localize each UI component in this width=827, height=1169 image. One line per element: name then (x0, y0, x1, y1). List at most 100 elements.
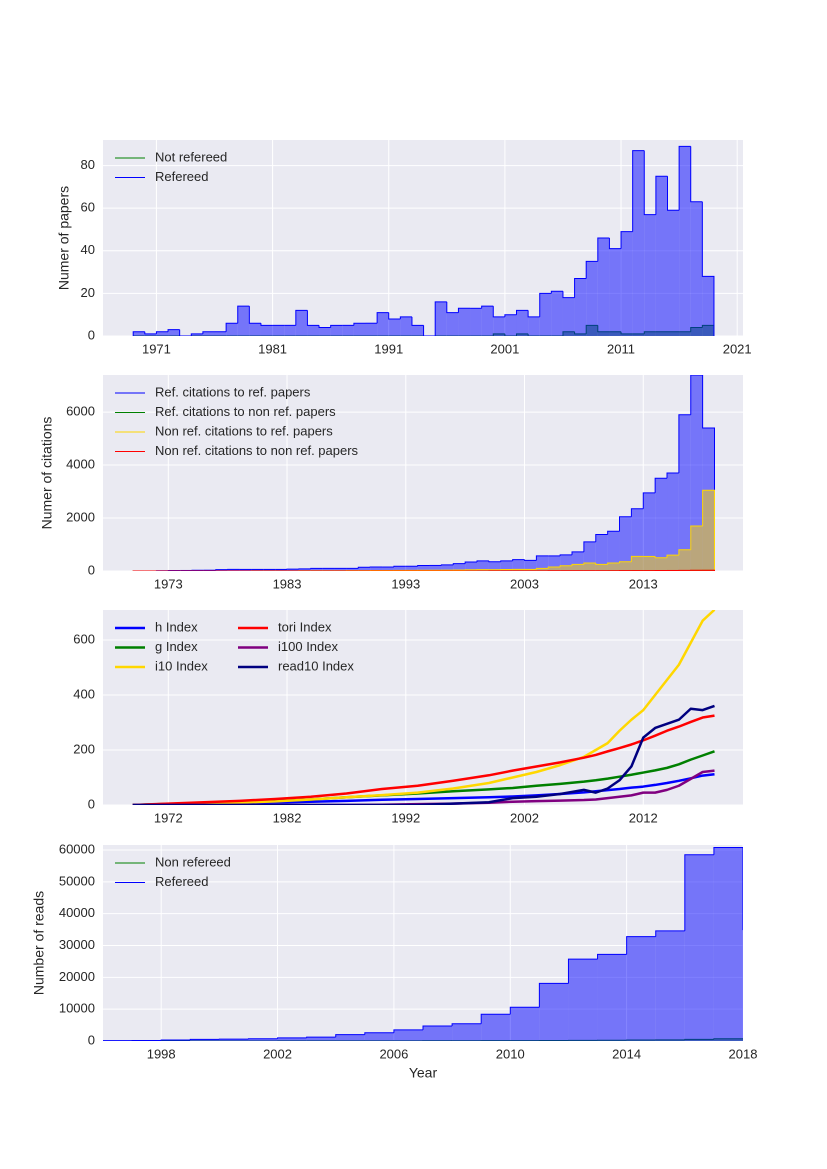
step-edge (452, 563, 466, 565)
bar (453, 563, 466, 571)
line (132, 714, 715, 805)
y-tick-label: 60 (81, 200, 95, 215)
y-tick-label: 60000 (59, 841, 95, 856)
bar (393, 566, 406, 571)
step-edge (559, 554, 573, 556)
bar (574, 278, 587, 336)
step-edge (630, 508, 644, 517)
bar (713, 847, 743, 1041)
bar (227, 569, 240, 571)
y-tick-label: 0 (88, 327, 95, 342)
bar (619, 561, 632, 571)
bar (595, 534, 608, 571)
step-edge (306, 1036, 336, 1038)
bar (690, 525, 703, 571)
step-edge (666, 472, 679, 479)
bar (358, 567, 371, 571)
step-edge (476, 560, 489, 562)
bar (453, 569, 466, 571)
bar (548, 567, 561, 571)
plot-area (103, 846, 772, 1041)
step-edge (585, 260, 598, 279)
y-tick-label: 2000 (66, 509, 95, 524)
bar (667, 473, 679, 571)
step-edge (179, 329, 192, 336)
step-edge (607, 562, 620, 565)
y-tick-label: 50000 (59, 873, 95, 888)
bar (411, 325, 424, 336)
bar (536, 555, 549, 571)
bar (275, 569, 288, 571)
legend-label: i100 Index (278, 639, 338, 654)
bar (249, 323, 261, 336)
bar (690, 201, 703, 336)
bar (346, 568, 359, 571)
bar (377, 312, 389, 336)
bar (287, 569, 299, 571)
x-tick-label: 2014 (612, 1046, 641, 1061)
step-edge (567, 958, 598, 984)
bar (690, 375, 703, 571)
y-tick-label: 400 (73, 686, 95, 701)
step-edge (423, 325, 436, 336)
step-edge (393, 1029, 423, 1033)
bar (388, 318, 401, 336)
bar (702, 490, 715, 571)
bar (277, 1037, 307, 1041)
x-tick-label: 2002 (263, 1046, 292, 1061)
bar (609, 248, 622, 336)
x-tick-label: 2018 (729, 1046, 758, 1061)
step-edge (399, 316, 412, 319)
step-edge (667, 176, 680, 211)
step-edge (690, 146, 703, 203)
bar (504, 314, 517, 336)
step-edge (574, 277, 587, 298)
legend-label: Refereed (155, 874, 208, 889)
x-tick-label: 1993 (391, 576, 420, 591)
step-edge (571, 551, 584, 555)
bar (539, 293, 552, 336)
bar (597, 238, 610, 336)
bar (684, 854, 714, 1041)
bar (417, 565, 430, 571)
bar (284, 325, 296, 336)
bar (493, 316, 505, 336)
y-tick-label: 200 (73, 741, 95, 756)
step-edge (488, 560, 501, 563)
step-edge (202, 331, 215, 334)
step-edge (500, 560, 513, 562)
legend-label: g Index (155, 639, 198, 654)
subplot: 1998 2002 2006 2010 2014 2018 0 10000 20000 30000… (31, 841, 772, 1080)
step-edge (743, 1039, 772, 1041)
step-edge (189, 1038, 220, 1041)
bar (607, 563, 620, 571)
bar (632, 150, 645, 336)
bar (702, 276, 714, 336)
bar (536, 568, 549, 571)
step-edge (642, 492, 656, 509)
step-edge (666, 554, 679, 558)
bar (572, 551, 584, 571)
bar (528, 316, 540, 336)
bar (560, 565, 573, 571)
step-edge (422, 1025, 453, 1030)
bar (465, 569, 478, 571)
y-tick-label: 40000 (59, 905, 95, 920)
step-edge (318, 325, 331, 328)
bar (655, 478, 668, 571)
subplot: 1971 1981 1991 2001 2011 2021 0 20 40 60 80 Numer o… (56, 140, 752, 356)
bar (272, 325, 285, 336)
bar (655, 176, 668, 336)
bar (248, 1038, 278, 1041)
step-edge (481, 305, 494, 309)
step-edge (654, 477, 668, 493)
legend-label: Non refereed (155, 854, 231, 869)
bar (644, 214, 656, 336)
step-edge (509, 1006, 540, 1015)
bar (560, 554, 573, 571)
x-tick-label: 1973 (154, 576, 183, 591)
bar (400, 316, 412, 336)
step-edge (678, 414, 691, 473)
subplot: 1972 1982 1992 2002 2012 0 200 400 600 h Index g I… (73, 610, 743, 825)
